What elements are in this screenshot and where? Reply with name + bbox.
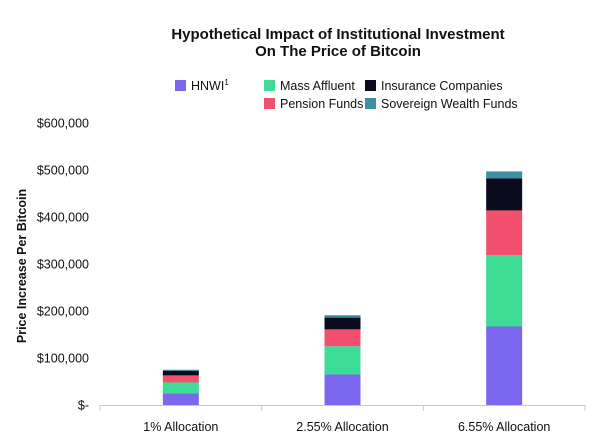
- legend-item: Sovereign Wealth Funds: [365, 97, 518, 111]
- y-axis: $- $100,000 $200,000 $300,000 $400,000 $500,0…: [37, 117, 89, 413]
- chart-title-line-1: Hypothetical Impact of Institutional Inv…: [171, 26, 504, 43]
- legend-item: Mass Affluent: [264, 79, 355, 93]
- bar-segment: [486, 255, 523, 327]
- chart-title-line-2: On The Price of Bitcoin: [255, 43, 421, 60]
- bar-segment: [162, 369, 199, 371]
- legend-label: Insurance Companies: [381, 79, 503, 93]
- legend-label: Mass Affluent: [280, 79, 355, 93]
- y-tick-label: $400,000: [37, 211, 89, 225]
- legend-label: Sovereign Wealth Funds: [381, 97, 518, 111]
- bar-segment: [324, 315, 361, 318]
- bar-segment: [162, 370, 199, 376]
- legend-label: Pension Funds: [280, 97, 363, 111]
- bar-segment: [162, 393, 199, 405]
- y-tick-label: $-: [78, 399, 89, 413]
- legend-label: HNWI1: [191, 78, 229, 93]
- bars: [162, 171, 523, 405]
- legend-item: Pension Funds: [264, 97, 363, 111]
- legend-swatch: [264, 80, 275, 91]
- x-tick-label: 2.55% Allocation: [296, 420, 388, 434]
- bar-segment: [324, 346, 361, 375]
- bar-segment: [162, 382, 199, 394]
- bar-segment: [486, 326, 523, 405]
- legend-label-text: Sovereign Wealth Funds: [381, 97, 518, 111]
- bar-segment: [162, 375, 199, 383]
- legend-swatch: [365, 80, 376, 91]
- legend-swatch: [175, 80, 186, 91]
- chart-title: Hypothetical Impact of Institutional Inv…: [171, 26, 504, 60]
- bar-segment: [486, 171, 523, 179]
- y-axis-label: Price Increase Per Bitcoin: [15, 189, 29, 343]
- legend-item: HNWI1: [175, 78, 229, 93]
- legend-label-text: Insurance Companies: [381, 79, 503, 93]
- x-tick-label: 1% Allocation: [143, 420, 218, 434]
- y-tick-label: $600,000: [37, 117, 89, 131]
- legend-swatch: [365, 98, 376, 109]
- bar-segment: [324, 374, 361, 405]
- y-tick-label: $200,000: [37, 305, 89, 319]
- y-tick-label: $300,000: [37, 258, 89, 272]
- x-axis: 1% Allocation 2.55% Allocation 6.55% Alloc…: [99, 405, 586, 434]
- y-tick-label: $100,000: [37, 352, 89, 366]
- bar-segment: [324, 317, 361, 330]
- legend-label-text: Mass Affluent: [280, 79, 355, 93]
- legend-label-text: HNWI: [191, 79, 224, 93]
- legend: HNWI1 Mass Affluent Insurance Companies Pen…: [175, 78, 518, 111]
- legend-item: Insurance Companies: [365, 79, 503, 93]
- legend-swatch: [264, 98, 275, 109]
- bar-segment: [486, 210, 523, 256]
- bar-segment: [486, 178, 523, 211]
- legend-superscript: 1: [224, 78, 229, 87]
- legend-label-text: Pension Funds: [280, 97, 363, 111]
- bar-segment: [324, 329, 361, 347]
- y-tick-label: $500,000: [37, 164, 89, 178]
- x-tick-label: 6.55% Allocation: [458, 420, 550, 434]
